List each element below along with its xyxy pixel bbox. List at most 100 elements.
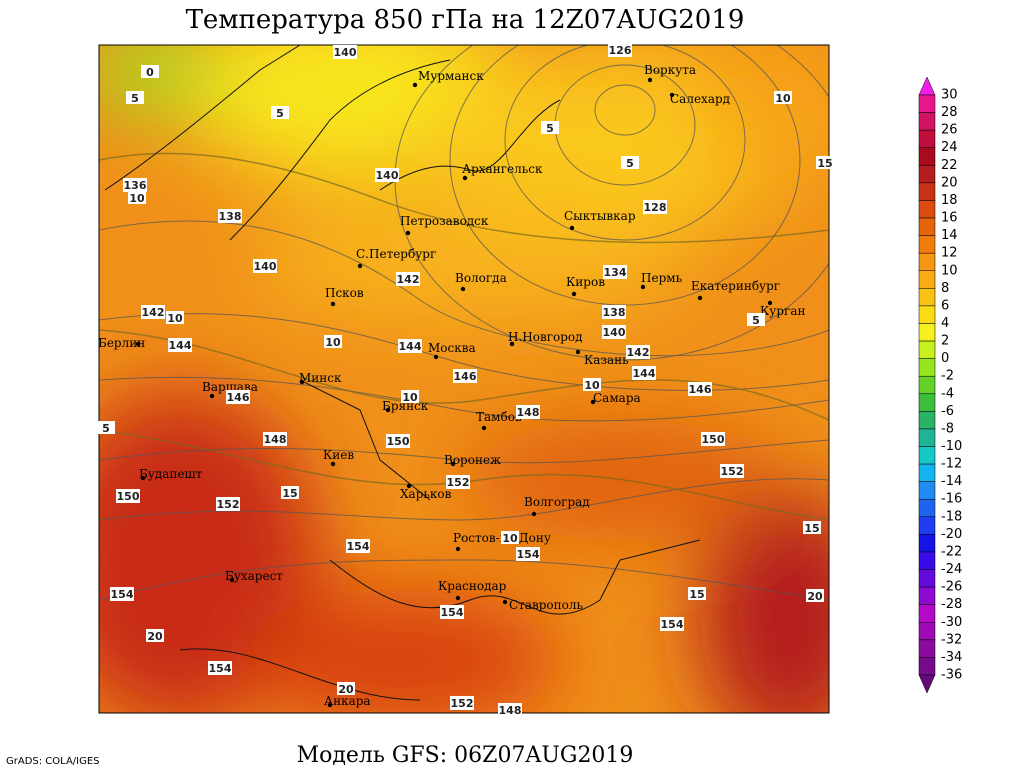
city-dot: [509, 341, 515, 347]
colorbar-label: -2: [941, 369, 954, 384]
contour-label: 138: [219, 210, 242, 223]
contour-label-box: [602, 325, 626, 339]
colorbar-label: 26: [941, 123, 958, 138]
colorbar-box: [918, 182, 936, 201]
city-dot: [406, 483, 412, 489]
colorbar-box: [918, 340, 936, 359]
colorbar-box: [918, 516, 936, 535]
contour-label: 140: [603, 326, 626, 339]
colorbar-label: 12: [941, 246, 958, 261]
city-label: Псков: [325, 286, 364, 300]
temp-label-box: [803, 521, 821, 534]
contour-label: 138: [603, 306, 626, 319]
colorbar-box: [918, 112, 936, 131]
temp-label: 20: [807, 590, 823, 603]
temp-label-box: [541, 121, 559, 134]
map-frame: [98, 44, 830, 714]
colorbar-label: -34: [941, 650, 962, 665]
contour-label: 150: [387, 435, 410, 448]
temp-label-box: [324, 335, 342, 348]
contour-label: 140: [376, 169, 399, 182]
temp-label: 20: [147, 630, 163, 643]
colorbar-box: [918, 639, 936, 658]
contour-label: 154: [441, 606, 464, 619]
colorbar-box: [918, 200, 936, 219]
colorbar-label: 14: [941, 228, 958, 243]
temp-label-box: [126, 91, 144, 104]
city-dot: [229, 577, 235, 583]
colorbar-label: -16: [941, 492, 962, 507]
colorbar-label: 16: [941, 211, 958, 226]
colorbar-box: [918, 551, 936, 570]
city-dot: [455, 546, 461, 552]
colorbar-label: -30: [941, 615, 962, 630]
contour-label: 154: [517, 548, 540, 561]
colorbar-label: -24: [941, 562, 962, 577]
city-label: Архангельск: [462, 162, 543, 176]
temp-label-box: [128, 191, 146, 204]
city-label: Тамбов: [476, 410, 522, 424]
colorbar-label: 0: [941, 351, 949, 366]
colorbar-box: [918, 534, 936, 553]
city-dot: [460, 286, 466, 292]
colorbar-box: [918, 252, 936, 272]
city-label: Волгоград: [524, 495, 590, 509]
colorbar-box: [918, 323, 936, 342]
city-dot: [330, 461, 336, 467]
map-title: Температура 850 гПа на 12Z07AUG2019: [186, 5, 745, 35]
colorbar-label: -4: [941, 386, 954, 401]
city-label: Самара: [593, 391, 641, 405]
colorbar-label: -26: [941, 580, 962, 595]
temp-label: 15: [282, 487, 297, 500]
contour-labels: 140 126 136 138 140 128 140 134 142 142 138 140 144 1…: [110, 43, 744, 717]
contour-label: 144: [399, 340, 422, 353]
temp-label: 15: [689, 588, 704, 601]
city-dot: [462, 175, 468, 181]
temp-label-box: [166, 311, 184, 324]
contour-label-box: [450, 696, 474, 710]
contour-label: 152: [447, 476, 470, 489]
contour-label-box: [440, 605, 464, 619]
city-label: Москва: [428, 341, 476, 355]
colorbar-box: [918, 358, 936, 377]
temp-label-box: [271, 106, 289, 119]
contour-label: 142: [397, 273, 420, 286]
colorbar-cap: [918, 76, 936, 96]
city-label: Киев: [323, 448, 354, 462]
temp-label: 5: [102, 422, 110, 435]
colorbar-label: 10: [941, 263, 958, 278]
colorbar-box: [918, 569, 936, 588]
contour-label: 136: [124, 179, 147, 192]
colorbar-label: -12: [941, 457, 962, 472]
contour-label: 140: [254, 260, 277, 273]
colorbar-label: 30: [941, 88, 958, 103]
city-label: Харьков: [400, 487, 452, 501]
city-dot: [590, 399, 596, 405]
temp-label-box: [501, 531, 519, 544]
temp-label: 10: [502, 532, 518, 545]
contour-label-box: [263, 432, 287, 446]
temp-label: 15: [804, 522, 819, 535]
contour-label-box: [375, 168, 399, 182]
contour-label-box: [603, 265, 627, 279]
contour-label-box: [141, 305, 165, 319]
colorbar-label: 22: [941, 158, 958, 173]
temp-label-box: [806, 589, 824, 602]
contour-label: 146: [454, 370, 477, 383]
colorbar-label: -14: [941, 474, 962, 489]
borders: [104, 45, 701, 701]
temp-label: 5: [752, 314, 760, 327]
contour-label-box: [116, 489, 140, 503]
city-label: Салехард: [670, 92, 730, 106]
city-dot: [385, 407, 391, 413]
contour-label-box: [701, 432, 725, 446]
colorbar-box: [918, 217, 936, 236]
contour-label: 140: [334, 46, 357, 59]
city-dot: [531, 511, 537, 517]
colorbar-box: [918, 463, 936, 482]
colorbar-label: 24: [941, 140, 958, 155]
colorbar-box: [918, 657, 936, 676]
contour-label: 154: [661, 618, 684, 631]
contour-label: 146: [227, 391, 250, 404]
contour-label-box: [123, 178, 147, 192]
